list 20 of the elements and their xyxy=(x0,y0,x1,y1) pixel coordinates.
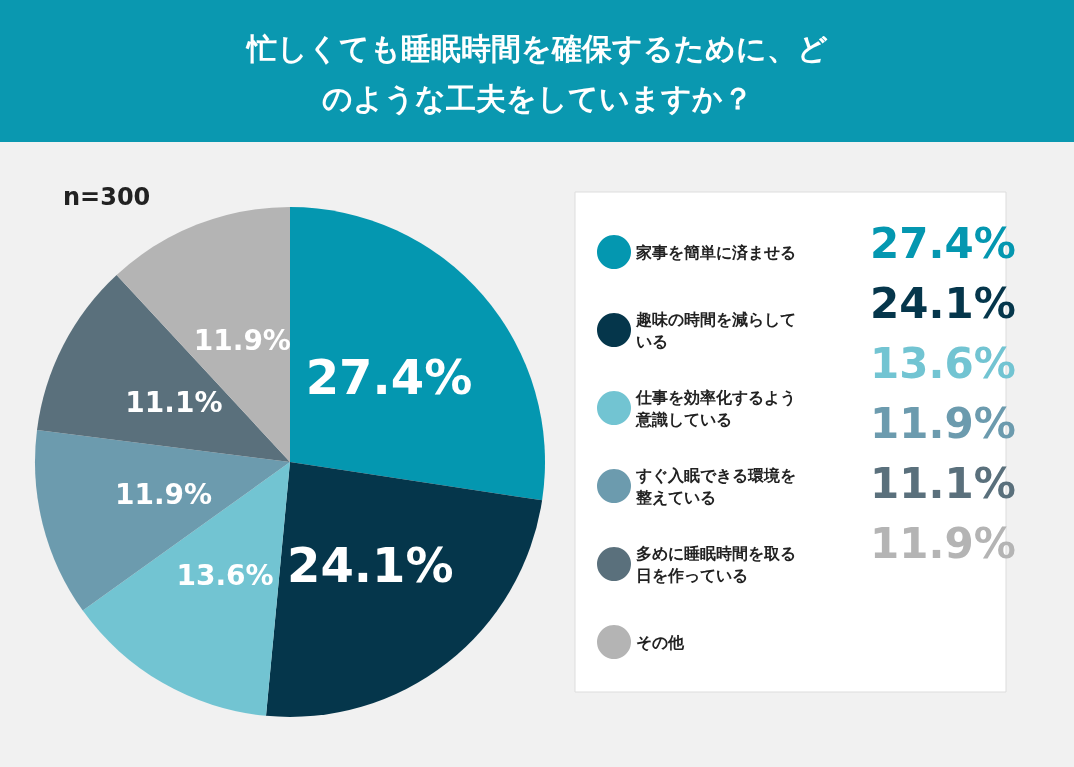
text: 24.1% xyxy=(870,278,1016,328)
data-label: 11.9% xyxy=(114,477,213,511)
data-label: 11.1% xyxy=(125,385,223,419)
legend-label: 家事を簡単に済ませる xyxy=(635,242,796,262)
chart-title: 忙しくても睡眠時間を確保するために、どのような工夫をしていますか？ xyxy=(244,30,828,116)
text: 11.9% xyxy=(870,518,1016,568)
data-label: 13.6% xyxy=(176,558,274,592)
text: 11.9% xyxy=(870,398,1016,448)
text: 27.4% xyxy=(870,218,1016,268)
legend-label: 趣味の時間を減らしている xyxy=(635,309,796,351)
text: 13.6% xyxy=(870,338,1016,388)
legend-label: 仕事を効率化するよう意識している xyxy=(635,387,796,429)
data-label: 11.9% xyxy=(193,324,291,358)
legend-label: 多めに睡眠時間を取る日を作っている xyxy=(636,543,796,585)
legend-label: その他 xyxy=(636,632,685,652)
legend-label: すぐ入眠できる環境を整えている xyxy=(635,465,796,507)
chart-subtitle: n=300 xyxy=(63,183,151,211)
data-label: 27.4% xyxy=(305,348,473,405)
data-label: 24.1% xyxy=(287,536,454,593)
text: 11.1% xyxy=(870,458,1016,508)
